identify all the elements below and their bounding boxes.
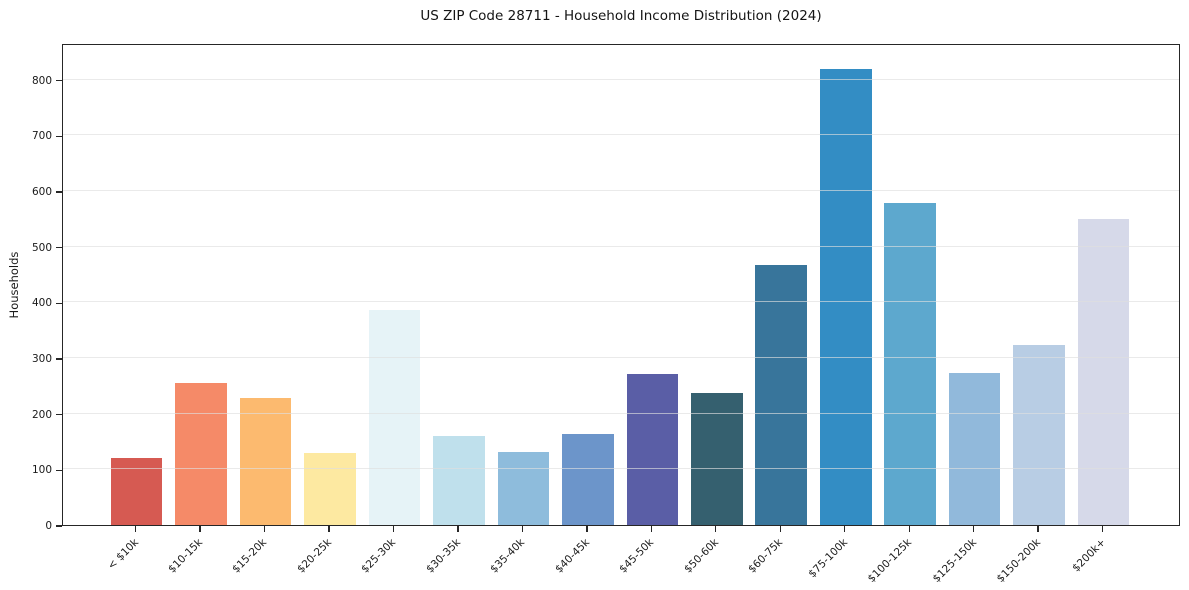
y-tick-label: 300	[31, 353, 52, 366]
gridline-y-800	[63, 78, 1179, 80]
y-tick-label: 200	[31, 408, 52, 421]
bar-$30-35k	[433, 435, 485, 525]
x-tick-mark	[263, 526, 266, 532]
bar-$20-25k	[304, 452, 356, 525]
chart-title: US ZIP Code 28711 - Household Income Dis…	[420, 8, 822, 24]
bar-$150-200k	[1013, 345, 1065, 525]
y-tick-label: 600	[31, 186, 52, 199]
y-tick-label: 400	[31, 297, 52, 310]
x-tick-mark	[328, 526, 330, 532]
x-tick-mark	[199, 526, 201, 532]
x-tick-mark	[908, 526, 910, 532]
y-tick-mark	[56, 525, 62, 527]
y-tick-mark	[56, 80, 62, 82]
gridline-y-100	[63, 468, 1179, 470]
plot-area	[62, 44, 1180, 526]
x-tick-mark	[844, 526, 846, 532]
bar-$45-50k	[626, 373, 679, 525]
x-tick-mark	[134, 526, 137, 532]
bar-$60-75k	[755, 264, 808, 525]
gridline-y-500	[63, 245, 1179, 247]
x-tick-label: < $10k	[105, 536, 141, 572]
x-tick-mark	[1101, 526, 1104, 532]
bar-$50-60k	[690, 392, 743, 525]
bar-$25-30k	[368, 310, 421, 525]
y-tick-label: 500	[31, 241, 52, 254]
x-tick-mark	[715, 526, 717, 532]
x-tick-mark	[457, 526, 459, 532]
y-tick-mark	[56, 469, 62, 472]
x-tick-mark	[972, 526, 975, 532]
y-tick-mark	[56, 413, 62, 416]
x-tick-mark	[1037, 526, 1039, 532]
y-tick-label: 0	[45, 520, 52, 532]
bar-$200k+	[1077, 218, 1130, 525]
x-tick-mark	[779, 526, 781, 532]
bar-$10-15k	[175, 382, 227, 525]
gridline-y-400	[63, 301, 1179, 303]
gridline-y-700	[63, 134, 1179, 136]
y-tick-label: 700	[31, 130, 52, 143]
bar-$100-125k	[884, 203, 936, 525]
bar-$75-100k	[819, 68, 872, 525]
gridline-y-600	[63, 190, 1179, 192]
x-tick-mark	[650, 526, 652, 532]
bar-$15-20k	[239, 397, 292, 525]
y-tick-mark	[56, 302, 62, 305]
bar-$35-40k	[497, 451, 550, 525]
y-tick-mark	[56, 135, 62, 138]
y-tick-label: 100	[31, 464, 52, 477]
x-tick-mark	[392, 526, 395, 532]
gridline-y-300	[63, 357, 1179, 359]
y-tick-label: 800	[31, 74, 52, 87]
bar-$125-150k	[948, 373, 1001, 525]
y-tick-mark	[56, 358, 62, 360]
bar-< $10k	[110, 458, 163, 525]
gridline-y-200	[63, 412, 1179, 414]
x-tick-mark	[586, 526, 588, 532]
x-tick-mark	[521, 526, 524, 532]
bar-$40-45k	[562, 433, 614, 525]
y-tick-mark	[56, 191, 62, 193]
y-tick-mark	[56, 247, 62, 249]
